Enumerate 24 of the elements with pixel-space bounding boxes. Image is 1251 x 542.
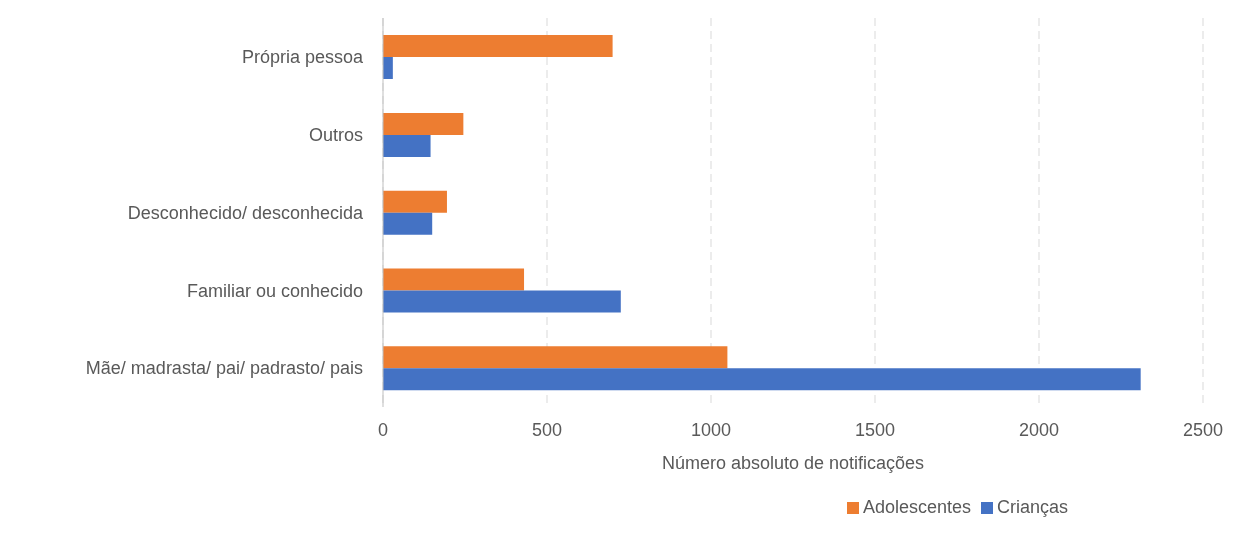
bar (383, 346, 728, 369)
bar (383, 112, 464, 135)
bar (383, 57, 393, 80)
y-tick-label: Desconhecido/ desconhecida (127, 202, 364, 223)
bar (383, 290, 621, 313)
bar (383, 190, 447, 213)
y-tick-label: Familiar ou conhecido (186, 280, 363, 301)
x-tick-label: 2000 (1018, 419, 1060, 440)
y-tick-label: Outros (308, 125, 363, 146)
x-tick-label: 2500 (1182, 419, 1224, 440)
legend-label: Adolescentes (862, 497, 972, 517)
bar (383, 212, 433, 235)
bar (383, 268, 525, 291)
y-tick-label: Própria pessoa (241, 47, 364, 68)
x-tick-label: 0 (377, 419, 389, 440)
bar (383, 35, 613, 58)
legend-label: Crianças (997, 497, 1069, 517)
x-tick-label: 1000 (690, 419, 732, 440)
x-axis-title: Número absoluto de notificações (661, 453, 925, 473)
bar (383, 134, 431, 157)
bar (383, 368, 1141, 391)
x-tick-label: 500 (531, 419, 563, 440)
y-tick-label: Mãe/ madrasta/ pai/ padrasto/ pais (85, 358, 363, 379)
x-tick-label: 1500 (854, 419, 896, 440)
